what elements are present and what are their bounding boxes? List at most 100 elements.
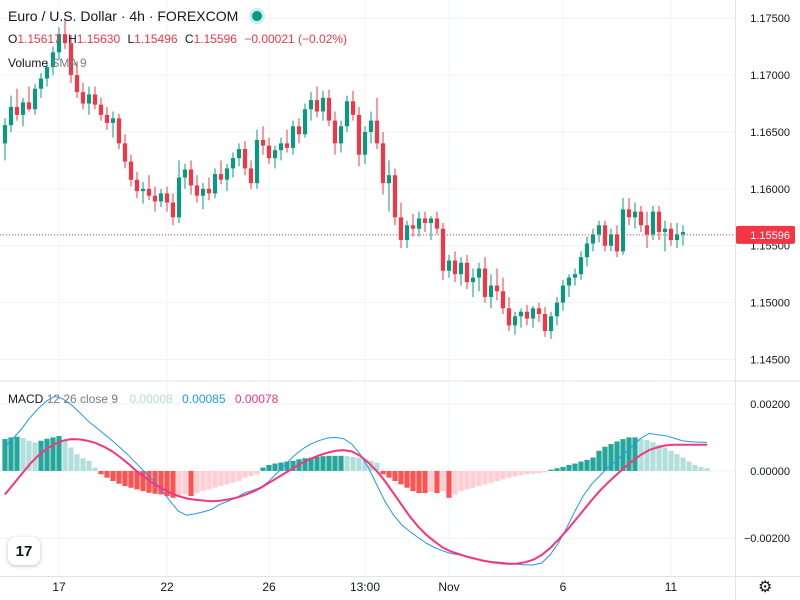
candle [290,120,296,155]
macd-pane[interactable] [2,395,710,566]
candle-body [62,34,68,44]
macd-histogram-bar [68,447,74,471]
candle-body [278,143,284,151]
candle-body [374,120,380,144]
macd-histogram-bar [332,455,338,471]
candle [410,213,416,237]
candle-body [98,104,104,115]
candle-body [644,225,650,235]
candle-body [560,285,566,303]
candle [134,171,140,198]
macd-histogram-bar [428,470,434,492]
candle [266,137,272,164]
candle [458,257,464,286]
macd-params: 12 26 close 9 [46,392,119,406]
candle [512,311,518,335]
candle [464,254,470,289]
low-value: 1.15496 [134,32,178,46]
macd-histogram-bar [122,470,128,487]
candle-body [92,94,98,105]
time-tick-label: 17 [52,580,66,594]
macd-histogram-bar [644,440,650,471]
macd-label[interactable]: MACD [8,392,44,406]
candle [8,95,14,132]
candle-body [572,274,578,278]
candle [140,182,146,204]
macd-histogram-bar [56,436,62,471]
candle-body [86,94,92,104]
time-tick-label: 6 [560,580,567,594]
candle-body [356,114,362,155]
candle [164,186,170,212]
macd-histogram-bar [404,470,410,488]
macd-histogram-bar [488,470,494,483]
volume-sma-label: SMA 9 [51,56,87,70]
candle [128,154,134,187]
macd-histogram-bar [236,470,242,482]
candle [392,168,398,226]
candle-body [20,102,26,115]
volume-legend[interactable]: Volume SMA 9 [8,56,87,70]
candle [170,193,176,226]
macd-histogram-bar [194,470,200,493]
candle [662,220,668,252]
macd-histogram-bar [98,470,104,475]
symbol-title[interactable]: Euro / U.S. Dollar · 4h · FOREXCOM [8,8,239,24]
macd-histogram-bar [188,470,194,497]
candle-body [410,225,416,229]
macd-histogram-bar [422,470,428,494]
candle [284,129,290,153]
candle-body [74,75,80,93]
time-tick-label: Nov [438,580,459,594]
macd-histogram-bar [584,459,590,471]
candle-body [470,277,476,283]
candle [572,268,578,286]
candle [350,91,356,121]
macd-histogram-bar [86,460,92,471]
candle-body [494,285,500,292]
macd-histogram-bar [692,464,698,471]
macd-histogram-bar [260,467,266,471]
macd-histogram-bar [500,470,506,480]
candle-body [500,291,506,309]
candle-body [320,97,326,112]
candle [254,129,260,189]
volume-label[interactable]: Volume [8,56,49,70]
candle-body [50,52,56,68]
candle-body [608,234,614,246]
price-tick-label: 1.17500 [750,13,790,25]
macd-histogram-bar [548,469,554,471]
high-value: 1.15630 [76,32,121,46]
high-key: H [68,32,77,46]
macd-legend[interactable]: MACD 12 26 close 9 0.00008 0.00085 0.000… [8,392,278,406]
candle-body [38,78,44,89]
price-tick-label: 1.16500 [750,127,790,139]
candle [500,277,506,315]
candle-body [554,302,560,317]
price-pane[interactable] [0,18,735,340]
candle-body [296,126,302,135]
macd-histogram-bar [182,470,188,495]
candle-body [158,193,164,202]
candle [242,141,248,176]
time-tick-label: 13:00 [350,580,380,594]
macd-histogram-bar [20,438,26,471]
gear-icon[interactable]: ⚙ [758,579,773,596]
candle-body [284,143,290,148]
candle-body [614,234,620,252]
candle [668,222,674,246]
candle [356,106,362,167]
symbol-legend[interactable]: Euro / U.S. Dollar · 4h · FOREXCOM [8,8,263,24]
candle-body [254,139,260,184]
macd-histogram-bar [92,467,98,471]
tradingview-logo[interactable]: 17 [8,537,40,565]
candle-body [416,218,422,229]
macd-histogram-bar [62,440,68,471]
price-tick-label: 1.15000 [750,298,790,310]
candle [374,97,380,150]
candle-body [680,232,686,235]
candle-body [434,218,440,229]
macd-histogram-bar [44,438,50,471]
